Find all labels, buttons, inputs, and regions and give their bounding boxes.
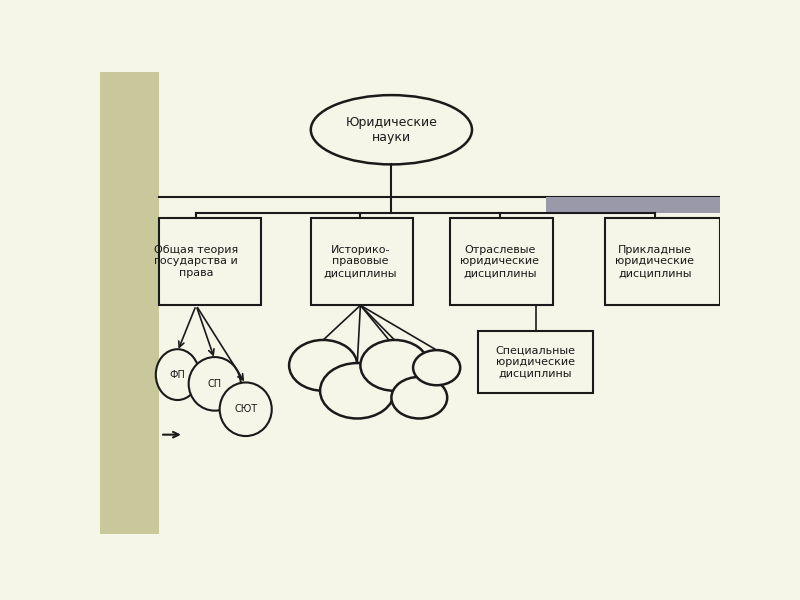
Bar: [478, 331, 593, 393]
Bar: [100, 72, 159, 534]
Ellipse shape: [189, 357, 241, 410]
Bar: [606, 218, 720, 305]
Text: СП: СП: [208, 379, 222, 389]
Bar: [310, 218, 413, 305]
Bar: [159, 218, 262, 305]
Text: Специальные
юридические
дисциплины: Специальные юридические дисциплины: [495, 346, 575, 379]
Bar: [546, 197, 720, 213]
Text: ФП: ФП: [170, 370, 186, 380]
Ellipse shape: [220, 382, 272, 436]
Text: Историко-
правовые
дисциплины: Историко- правовые дисциплины: [324, 245, 397, 278]
Circle shape: [360, 340, 429, 391]
Circle shape: [320, 363, 394, 419]
Text: Юридические
науки: Юридические науки: [346, 116, 438, 144]
Bar: [450, 218, 553, 305]
Text: Прикладные
юридические
дисциплины: Прикладные юридические дисциплины: [615, 245, 694, 278]
Circle shape: [413, 350, 460, 385]
Text: Отраслевые
юридические
дисциплины: Отраслевые юридические дисциплины: [461, 245, 539, 278]
Text: СЮТ: СЮТ: [234, 404, 258, 414]
Text: Общая теория
государства и
права: Общая теория государства и права: [154, 245, 238, 278]
Circle shape: [289, 340, 358, 391]
Circle shape: [391, 377, 447, 419]
Ellipse shape: [156, 349, 199, 400]
